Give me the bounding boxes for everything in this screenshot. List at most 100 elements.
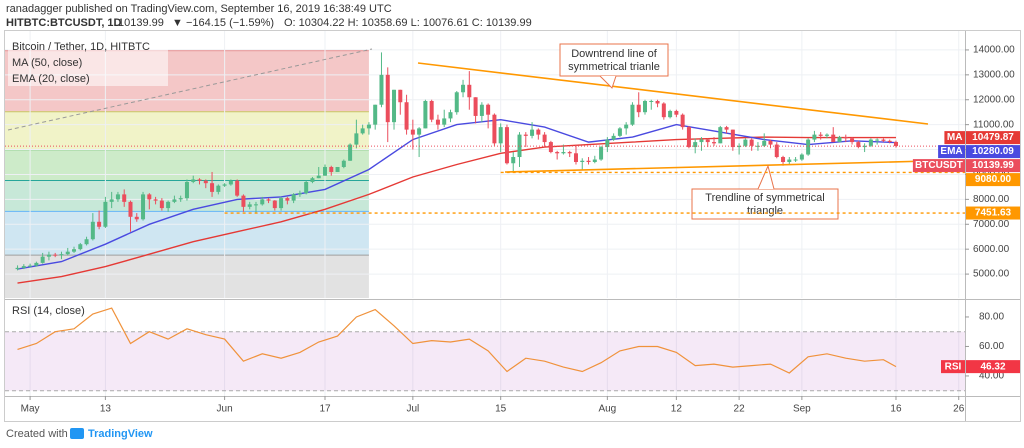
- price-tag-value: 10280.09: [972, 146, 1014, 157]
- candle-body: [624, 124, 629, 129]
- price-tag-name-bg: [912, 159, 965, 173]
- candle-body: [523, 134, 528, 136]
- downtrend-line: [417, 62, 929, 125]
- rsi-line: [17, 307, 897, 374]
- candle-body: [718, 127, 723, 144]
- candle-body: [555, 152, 560, 154]
- candle-body: [630, 104, 635, 125]
- candle-body: [548, 142, 553, 153]
- candle-body: [197, 179, 202, 181]
- candle-body: [153, 199, 158, 201]
- footer-brand[interactable]: TradingView: [88, 428, 153, 440]
- candle-body: [498, 127, 503, 144]
- y-tick-label: 13000.00: [973, 69, 1015, 80]
- candle-body: [184, 181, 189, 199]
- candle-body: [693, 142, 698, 148]
- candle-body: [762, 140, 767, 146]
- candle-body: [410, 129, 415, 135]
- candle-body: [28, 265, 33, 267]
- candle-body: [442, 118, 447, 125]
- support-trend-line: [504, 160, 929, 173]
- candle-body: [611, 135, 616, 140]
- candle-body: [674, 110, 679, 115]
- candle-body: [617, 128, 622, 136]
- candle-body: [774, 144, 779, 158]
- x-tick-label: 15: [495, 404, 507, 415]
- callout-text: Trendline of symmetrical: [705, 192, 824, 204]
- candle-body: [297, 193, 302, 195]
- candle-body: [84, 239, 89, 245]
- candle-body: [592, 159, 597, 163]
- candle-body: [210, 183, 215, 192]
- candle-body: [755, 145, 760, 147]
- candle-body: [580, 160, 585, 163]
- candle-body: [887, 140, 892, 142]
- candle-body: [862, 145, 867, 148]
- candle-body: [542, 134, 547, 143]
- callout-text: triangle: [747, 205, 783, 217]
- fib-band: [5, 111, 369, 150]
- candle-body: [90, 221, 95, 240]
- candle-body: [304, 181, 309, 194]
- candle-body: [191, 179, 196, 182]
- price-tag: [966, 159, 1020, 173]
- overlay: Bitcoin / Tether, 1D, HITBTC MA (50, clo…: [8, 40, 168, 317]
- price-tag-name: BTCUSDT: [915, 160, 963, 171]
- candle-body: [868, 139, 873, 146]
- logo-shape: [70, 428, 84, 439]
- footer-created: Created with: [6, 428, 68, 440]
- candle-body: [34, 262, 39, 266]
- candle-body: [743, 139, 748, 146]
- candle-body: [473, 97, 478, 116]
- rsi-tag-name: RSI: [945, 361, 962, 372]
- x-tick-label: Aug: [598, 404, 616, 415]
- candle-body: [435, 119, 440, 125]
- candle-body: [536, 129, 541, 135]
- y-tick-label: 8000.00: [973, 194, 1010, 205]
- candle-body: [454, 92, 459, 113]
- candle-body: [768, 140, 773, 145]
- price-grid: [5, 31, 965, 298]
- candle-body: [479, 104, 484, 116]
- chart-title: Bitcoin / Tether, 1D, HITBTC: [12, 41, 150, 53]
- candle-body: [228, 180, 233, 185]
- candle-body: [856, 142, 861, 148]
- y-tick-label: 7000.00: [973, 219, 1010, 230]
- candle-body: [59, 254, 64, 256]
- rsi-tag-name-bg: [941, 360, 965, 374]
- candle-body: [40, 256, 45, 263]
- price-change: ▼ −164.15 (−1.59%): [172, 17, 274, 29]
- candle-body: [241, 195, 246, 207]
- rsi-tag-value: 46.32: [980, 361, 1005, 372]
- indicator-line: [17, 118, 897, 270]
- candle-body: [781, 157, 786, 163]
- candle-body: [586, 160, 591, 163]
- rsi-tick-label: 80.00: [979, 312, 1004, 323]
- candle-body: [316, 175, 321, 179]
- candle-body: [423, 100, 428, 129]
- candle-body: [404, 102, 409, 130]
- candle-body: [159, 200, 164, 209]
- candle-body: [504, 127, 509, 164]
- candle-body: [605, 139, 610, 148]
- candle-body: [787, 159, 792, 163]
- indicator-label: MA (50, close): [12, 57, 82, 69]
- candle-body: [65, 251, 70, 255]
- candle-body: [203, 180, 208, 184]
- candle-body: [812, 134, 817, 140]
- candle-body: [335, 166, 340, 172]
- candle-body: [360, 128, 365, 134]
- chart-frame: [4, 30, 1021, 422]
- price-tag-name: EMA: [940, 146, 962, 157]
- fib-band: [5, 211, 369, 256]
- symbol: HITBTC:BTCUSDT, 1D: [6, 17, 122, 29]
- candle-body: [793, 159, 798, 161]
- candle-body: [285, 198, 290, 201]
- candle-body: [417, 128, 422, 135]
- candle-body: [379, 74, 384, 105]
- candle-body: [699, 139, 704, 143]
- candle-body: [172, 199, 177, 202]
- y-tick-label: 5000.00: [973, 269, 1010, 280]
